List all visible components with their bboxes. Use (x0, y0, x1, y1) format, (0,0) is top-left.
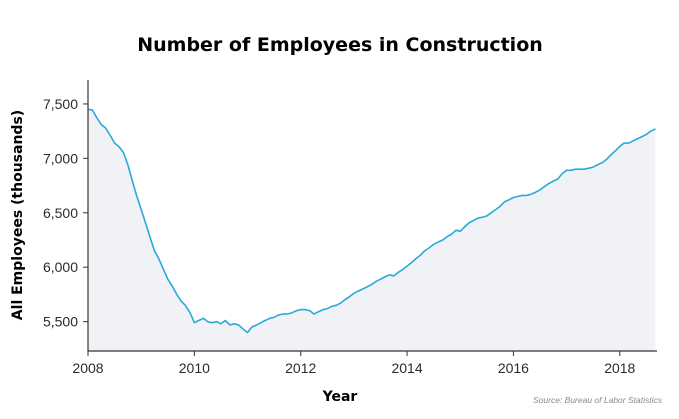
y-axis-label: All Employees (thousands) (10, 110, 26, 320)
y-tick-label: 6,500 (43, 205, 78, 221)
y-tick-label: 7,000 (43, 150, 78, 166)
x-tick-label: 2014 (391, 360, 422, 376)
x-tick-label: 2010 (179, 360, 210, 376)
source-note: Source: Bureau of Labor Statistics (533, 395, 663, 405)
y-tick-label: 5,500 (43, 314, 78, 330)
x-axis-label: Year (322, 389, 358, 405)
plot-area: 5,500 6,000 6,500 7,000 7,500 2008 2010 2012 201… (43, 80, 657, 376)
x-tick-label: 2018 (604, 360, 635, 376)
y-tick-label: 6,000 (43, 259, 78, 275)
x-tick-label: 2012 (285, 360, 316, 376)
y-tick-label: 7,500 (43, 96, 78, 112)
x-tick-label: 2008 (72, 360, 103, 376)
area-fill (88, 109, 656, 352)
chart-title: Number of Employees in Construction (137, 34, 543, 56)
series-line (87, 108, 656, 334)
x-tick-label: 2016 (498, 360, 529, 376)
